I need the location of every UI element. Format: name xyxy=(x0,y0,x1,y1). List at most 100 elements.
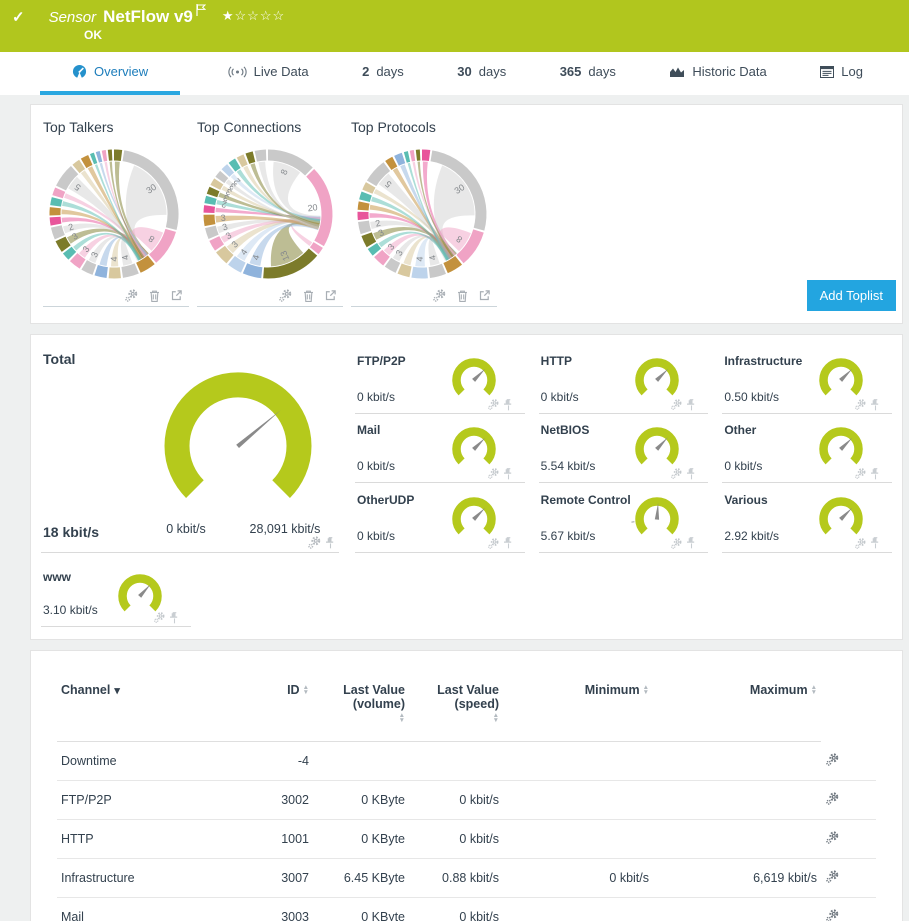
svg-text:3: 3 xyxy=(222,192,230,203)
pin-icon[interactable] xyxy=(687,537,696,549)
gauge-cell-other: Other 0 kbit/s xyxy=(722,414,892,484)
pin-icon[interactable] xyxy=(503,398,513,411)
toplist-title: Top Talkers xyxy=(43,119,114,135)
pin-icon[interactable] xyxy=(687,467,696,480)
svg-text:4: 4 xyxy=(427,254,438,261)
column-header-last-value[interactable]: Last Value (speed) ▲ ▼ xyxy=(409,673,503,742)
column-header-label: Minimum xyxy=(584,683,640,697)
pin-icon[interactable] xyxy=(871,537,880,549)
channel-settings-cell xyxy=(821,819,876,859)
channel-gauge xyxy=(635,427,680,465)
svg-text:8: 8 xyxy=(147,233,157,244)
gear-icon[interactable] xyxy=(670,537,683,550)
channel-name-cell: Infrastructure xyxy=(57,858,235,898)
gear-icon[interactable] xyxy=(825,752,840,767)
sort-updown-icon: ▲ ▼ xyxy=(302,684,309,696)
tab-365-days[interactable]: 365 days xyxy=(554,52,622,95)
column-header-maximum[interactable]: Maximum ▲ ▼ xyxy=(653,673,821,742)
gear-icon[interactable] xyxy=(487,398,500,411)
gear-icon[interactable] xyxy=(487,467,500,480)
channel-settings-cell xyxy=(821,858,876,898)
table-row: HTTP 1001 0 KByte 0 kbit/s xyxy=(57,819,876,859)
toplist-title: Top Protocols xyxy=(351,119,436,135)
external-link-icon[interactable] xyxy=(170,289,183,302)
column-header-id[interactable]: ID ▲ ▼ xyxy=(235,673,313,742)
gear-icon[interactable] xyxy=(854,398,867,411)
column-header-subline: (speed) xyxy=(454,697,499,711)
gear-icon[interactable] xyxy=(825,830,840,845)
channel-gauge xyxy=(451,358,496,396)
gear-icon[interactable] xyxy=(432,288,447,303)
gear-icon[interactable] xyxy=(278,288,293,303)
gauge-channel-label: NetBIOS xyxy=(540,423,590,438)
pin-icon[interactable] xyxy=(503,537,513,549)
pin-icon[interactable] xyxy=(871,398,880,411)
column-header-minimum[interactable]: Minimum ▲ ▼ xyxy=(503,673,653,742)
svg-text:3: 3 xyxy=(386,242,397,252)
pin-icon[interactable] xyxy=(326,536,335,549)
column-header-channel[interactable]: Channel ▾ xyxy=(57,673,235,742)
gauge-cell-actions xyxy=(153,611,179,624)
tab-live-data[interactable]: Live Data xyxy=(222,52,315,95)
svg-text:4: 4 xyxy=(238,247,249,257)
gear-icon[interactable] xyxy=(854,467,867,480)
svg-text:3: 3 xyxy=(70,231,79,242)
svg-text:3: 3 xyxy=(377,227,386,238)
gauge-cell-infrastructure: Infrastructure 0.50 kbit/s xyxy=(722,345,892,414)
trash-icon[interactable] xyxy=(148,289,161,303)
channel-value-cell: 3002 xyxy=(235,780,313,820)
gear-icon[interactable] xyxy=(124,288,139,303)
svg-text:30: 30 xyxy=(144,182,158,196)
gear-icon[interactable] xyxy=(825,791,840,806)
external-link-icon[interactable] xyxy=(324,289,337,302)
sort-caret-icon: ▾ xyxy=(114,685,120,697)
gear-icon[interactable] xyxy=(825,869,840,884)
gear-icon[interactable] xyxy=(670,398,683,411)
gear-icon[interactable] xyxy=(153,611,166,624)
svg-text:3: 3 xyxy=(224,186,233,197)
trash-icon[interactable] xyxy=(302,289,315,303)
svg-text:13: 13 xyxy=(278,249,291,262)
pin-icon[interactable] xyxy=(503,467,513,480)
channel-gauge xyxy=(635,358,680,396)
tab-30-days[interactable]: 30 days xyxy=(451,52,512,95)
pin-icon[interactable] xyxy=(170,611,179,624)
tab-30-days-number: 30 xyxy=(457,64,472,79)
column-header-last-value[interactable]: Last Value (volume) ▲ ▼ xyxy=(313,673,409,742)
external-link-icon[interactable] xyxy=(478,289,491,302)
svg-text:2: 2 xyxy=(221,199,228,210)
table-row: FTP/P2P 3002 0 KByte 0 kbit/s xyxy=(57,780,876,820)
tab-historic-data[interactable]: Historic Data xyxy=(663,52,772,95)
gauge-cell-mail: Mail 0 kbit/s xyxy=(355,414,525,484)
pin-icon[interactable] xyxy=(687,398,696,411)
gear-icon[interactable] xyxy=(307,535,322,550)
channel-value-cell: 0 kbit/s xyxy=(409,780,503,820)
tab-overview-label: Overview xyxy=(94,64,149,79)
pin-icon[interactable] xyxy=(871,467,880,480)
total-gauge-max: 28,091 kbit/s xyxy=(249,522,321,536)
tab-overview[interactable]: Overview xyxy=(40,52,181,95)
svg-text:2: 2 xyxy=(374,218,381,229)
channel-value-cell: 0 KByte xyxy=(313,897,409,921)
flag-icon[interactable] xyxy=(196,3,207,21)
gauge-icon xyxy=(72,64,87,79)
add-toplist-button[interactable]: Add Toplist xyxy=(806,280,896,311)
total-gauge xyxy=(164,372,312,498)
channel-gauge-grid: FTP/P2P 0 kbit/s HTTP 0 kbit/s Infrastructur… xyxy=(355,345,892,553)
www-gauge-row: www 3.10 kbit/s xyxy=(41,561,892,627)
priority-stars[interactable]: ★☆☆☆☆ xyxy=(221,8,286,23)
channel-name-cell: FTP/P2P xyxy=(57,780,235,820)
svg-text:2: 2 xyxy=(67,222,75,233)
gauges-panel: Total 0 kbit/s 28,091 kbit/s 18 kbit/s F… xyxy=(30,334,903,640)
gear-icon[interactable] xyxy=(825,908,840,921)
tab-log[interactable]: Log xyxy=(814,52,869,95)
tab-2-days[interactable]: 2 days xyxy=(356,52,410,95)
gear-icon[interactable] xyxy=(487,537,500,550)
gauge-cell-actions xyxy=(487,398,513,411)
trash-icon[interactable] xyxy=(456,289,469,303)
gear-icon[interactable] xyxy=(854,537,867,550)
gear-icon[interactable] xyxy=(670,467,683,480)
